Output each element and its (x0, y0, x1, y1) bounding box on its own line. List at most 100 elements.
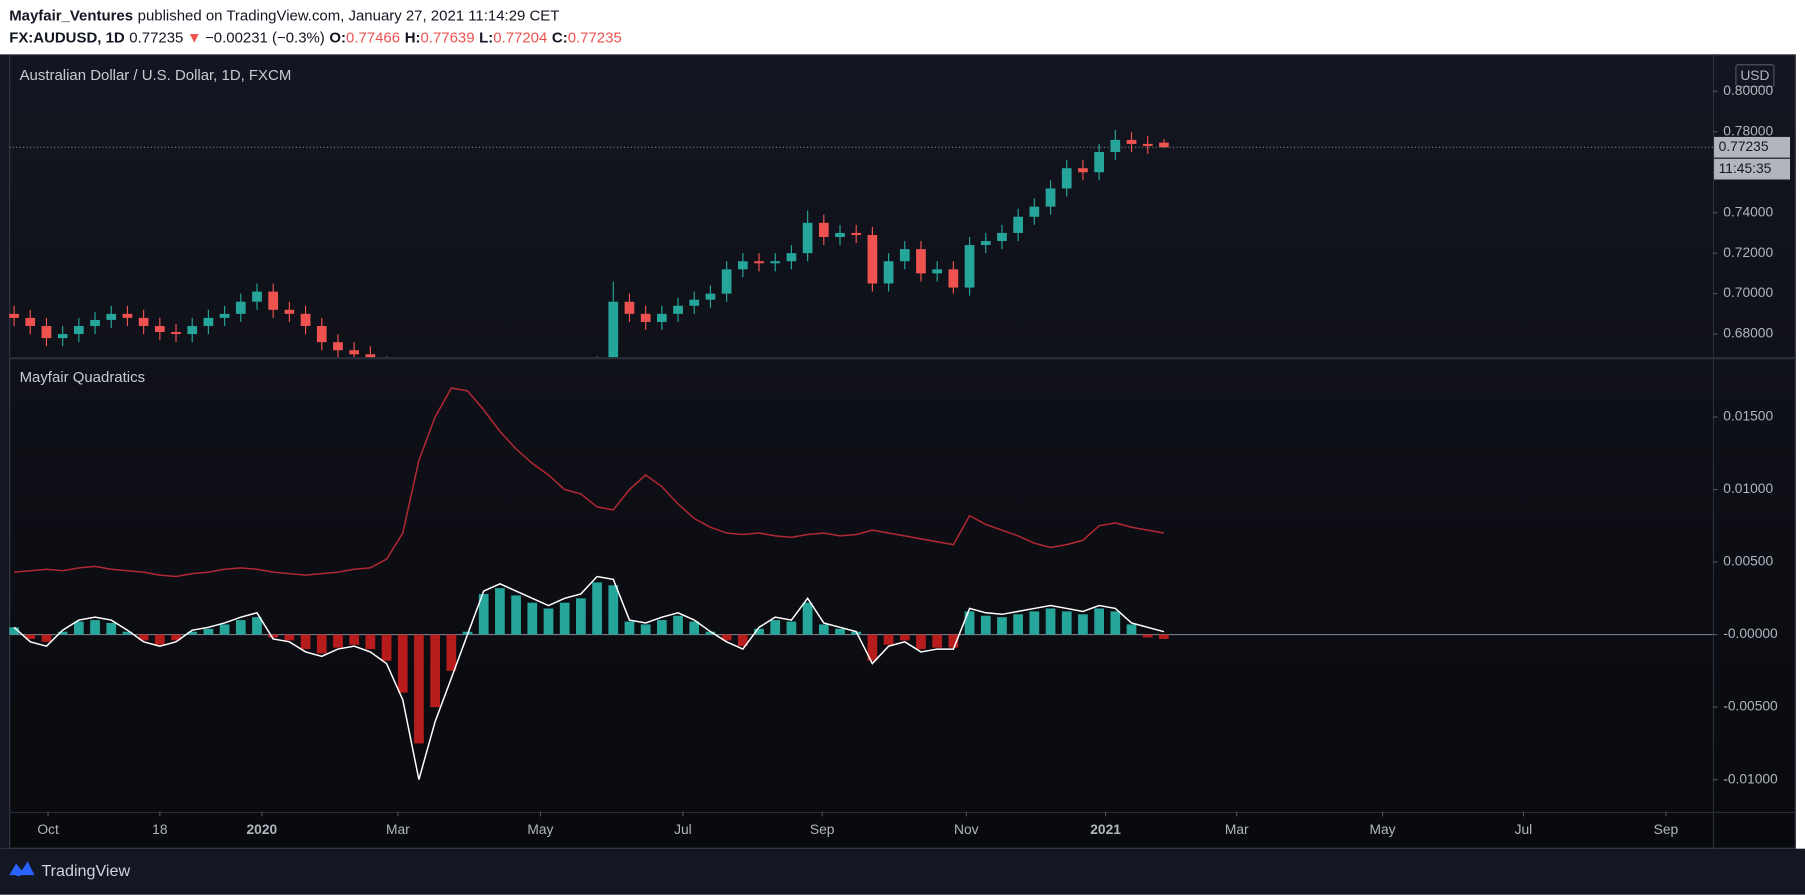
histogram-bar (41, 634, 52, 642)
last-price: 0.77235 (129, 29, 183, 46)
candle-body (138, 317, 149, 326)
histogram-bar (171, 634, 181, 641)
candle-body (657, 313, 667, 322)
x-tick-label: 18 (152, 821, 168, 837)
y-tick-label: -0.00000 (1723, 625, 1778, 641)
candle-body (673, 305, 683, 314)
ohlc-value: 0.77235 (568, 29, 622, 46)
histogram-bar (592, 582, 602, 635)
histogram-bar (154, 634, 165, 645)
candle-body (997, 232, 1007, 242)
x-tick-label: Sep (810, 821, 835, 837)
candle-body (316, 325, 327, 343)
candle-body (1094, 152, 1104, 173)
axes: Oct 18 2020 Mar May Jul Sep Nov 2021 Mar May Jul Sep… (9, 82, 1791, 837)
left-edge (0, 54, 10, 849)
y-tick-label: 0.01500 (1723, 408, 1773, 424)
histogram-bar (916, 634, 926, 650)
candle-body (1142, 143, 1153, 146)
histogram-bar (73, 621, 84, 635)
footer-bg (0, 848, 1805, 895)
histogram-bar (737, 634, 748, 647)
x-tick-label: Oct (37, 821, 59, 837)
price-pane-title: Australian Dollar / U.S. Dollar, 1D, FXC… (20, 67, 292, 84)
histogram-bar (689, 621, 700, 635)
histogram-bar (899, 634, 910, 641)
histogram-bar (414, 634, 424, 744)
candle-body (235, 301, 246, 314)
y-tick-label: -0.01000 (1723, 770, 1778, 786)
histogram-bar (381, 634, 392, 661)
candle-body (689, 299, 700, 306)
candle-body (980, 241, 991, 246)
histogram-bar (349, 634, 360, 645)
candle-body (90, 319, 100, 326)
histogram-bar (268, 634, 279, 638)
x-tick-label: Mar (386, 821, 410, 837)
candle-body (770, 261, 781, 264)
histogram-bar (640, 624, 651, 635)
histogram-bar (673, 615, 683, 635)
candle-body (171, 332, 181, 335)
indicator-line (13, 387, 1165, 578)
y-tick-label: 0.01000 (1723, 480, 1773, 496)
candle-body (219, 313, 230, 318)
header-line-2: FX:AUDUSD, 1D 0.77235 ▼ −0.00231 (−0.3%) O:0… (9, 29, 622, 46)
candle-body (899, 249, 910, 262)
brand[interactable]: TradingView (41, 862, 130, 880)
candle-body (252, 291, 262, 302)
histogram-bar (608, 585, 619, 635)
histogram-bar (576, 598, 586, 635)
candle-body (851, 232, 862, 235)
countdown-box (1714, 158, 1791, 180)
ohlc-label: O: (329, 29, 346, 46)
histogram-bar (1094, 608, 1104, 635)
candle-body (41, 325, 52, 339)
candle-body (1159, 142, 1169, 148)
histogram-bar (106, 622, 117, 635)
candle-body (916, 249, 926, 274)
unit[interactable]: USD (1740, 67, 1769, 83)
candle-body (25, 317, 36, 326)
candle-body (608, 301, 619, 358)
histogram-bar (835, 628, 845, 635)
candle-body (786, 253, 797, 262)
y-tick-label: 0.70000 (1723, 284, 1773, 300)
histogram-bar (57, 631, 68, 635)
histogram-bar (219, 624, 230, 635)
histogram-bar (802, 602, 813, 635)
histogram-bar (770, 620, 781, 635)
histogram-bar (284, 634, 295, 641)
y-tick-label: -0.00500 (1723, 698, 1778, 714)
histogram-bar (1013, 614, 1024, 635)
candle-body (122, 313, 133, 318)
x-tick-label: Jul (1515, 821, 1533, 837)
candle-body (1029, 206, 1040, 217)
candle-body (948, 269, 959, 288)
candle-body (106, 313, 117, 320)
histogram-bar (527, 602, 538, 635)
x-tick-label: 2021 (1090, 821, 1121, 837)
chart-frame (9, 54, 1796, 849)
histogram-bar (235, 620, 246, 635)
unit-box[interactable] (1735, 64, 1775, 88)
candle-body (640, 313, 651, 322)
x-tick-label: Mar (1225, 821, 1249, 837)
candle-body (333, 342, 343, 351)
candle-body (284, 309, 295, 314)
candle-body (268, 291, 279, 310)
candle-body (73, 325, 84, 335)
histogram-bar (543, 608, 554, 635)
histogram-bar (333, 634, 343, 648)
histogram-bar (867, 634, 878, 661)
histogram-bar (511, 595, 521, 635)
candle-body (624, 301, 635, 314)
histogram-bar (252, 617, 262, 635)
y-tick-label: 0.00500 (1723, 553, 1773, 569)
candle-body (1061, 168, 1072, 189)
candle-body (1045, 188, 1056, 207)
histogram-bar (948, 634, 959, 648)
change-arrow: ▼ (187, 29, 202, 46)
histogram-bar (980, 615, 991, 635)
